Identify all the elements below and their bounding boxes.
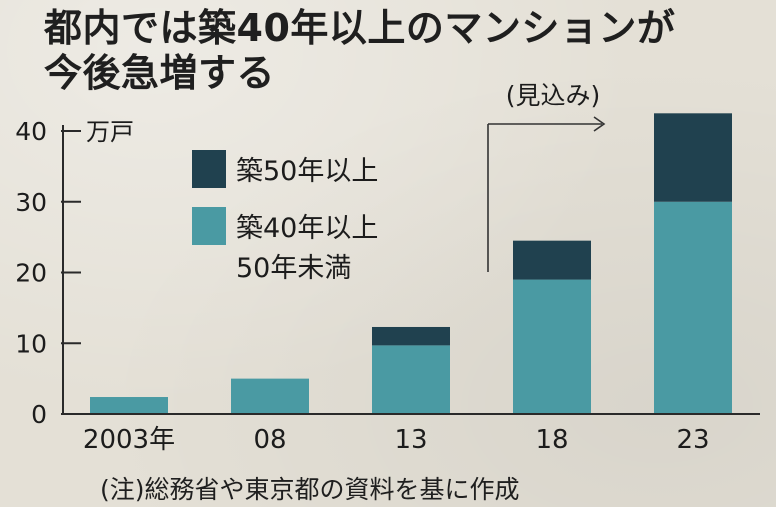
x-tick-label: 2003年 [83, 425, 175, 455]
y-tick-label: 10 [15, 329, 47, 358]
legend-swatch-40-50yr [192, 207, 226, 245]
legend-label: 50年未満 [236, 253, 351, 284]
projection-label: (見込み) [506, 81, 601, 110]
y-tick-label: 40 [15, 117, 47, 146]
bar-segment-40-50yr-1 [231, 378, 309, 414]
bar-segment-40-50yr-4 [654, 201, 732, 414]
bar-segment-40-50yr-0 [90, 397, 168, 414]
bar-segment-50yr-plus-4 [654, 113, 732, 202]
y-tick-label: 0 [31, 400, 47, 429]
bars-layer [90, 113, 732, 414]
axes-layer: 0 10 20 30 40 万戸 2003年 08 13 18 23 [15, 117, 760, 455]
y-tick-label: 30 [15, 188, 47, 217]
legend-label: 築50年以上 [236, 156, 378, 187]
source-note: (注)総務省や東京都の資料を基に作成 [100, 475, 520, 504]
y-tick-label: 20 [15, 259, 47, 288]
legend-label: 築40年以上 [236, 213, 378, 244]
bar-segment-50yr-plus-2 [372, 326, 450, 346]
bar-segment-50yr-plus-3 [513, 240, 591, 280]
legend-swatch-50yr-plus [192, 150, 226, 188]
x-tick-label: 08 [253, 425, 286, 455]
chart-title: 都内では築40年以上のマンションが 今後急増する [44, 6, 676, 95]
bar-segment-40-50yr-2 [372, 345, 450, 414]
y-unit-label: 万戸 [86, 118, 134, 146]
x-tick-label: 18 [535, 425, 568, 455]
projection-arrowhead [593, 116, 606, 132]
x-tick-label: 13 [394, 425, 427, 455]
projection-annotation: (見込み) [487, 81, 606, 272]
bar-segment-40-50yr-3 [513, 279, 591, 414]
x-tick-label: 23 [676, 425, 709, 455]
